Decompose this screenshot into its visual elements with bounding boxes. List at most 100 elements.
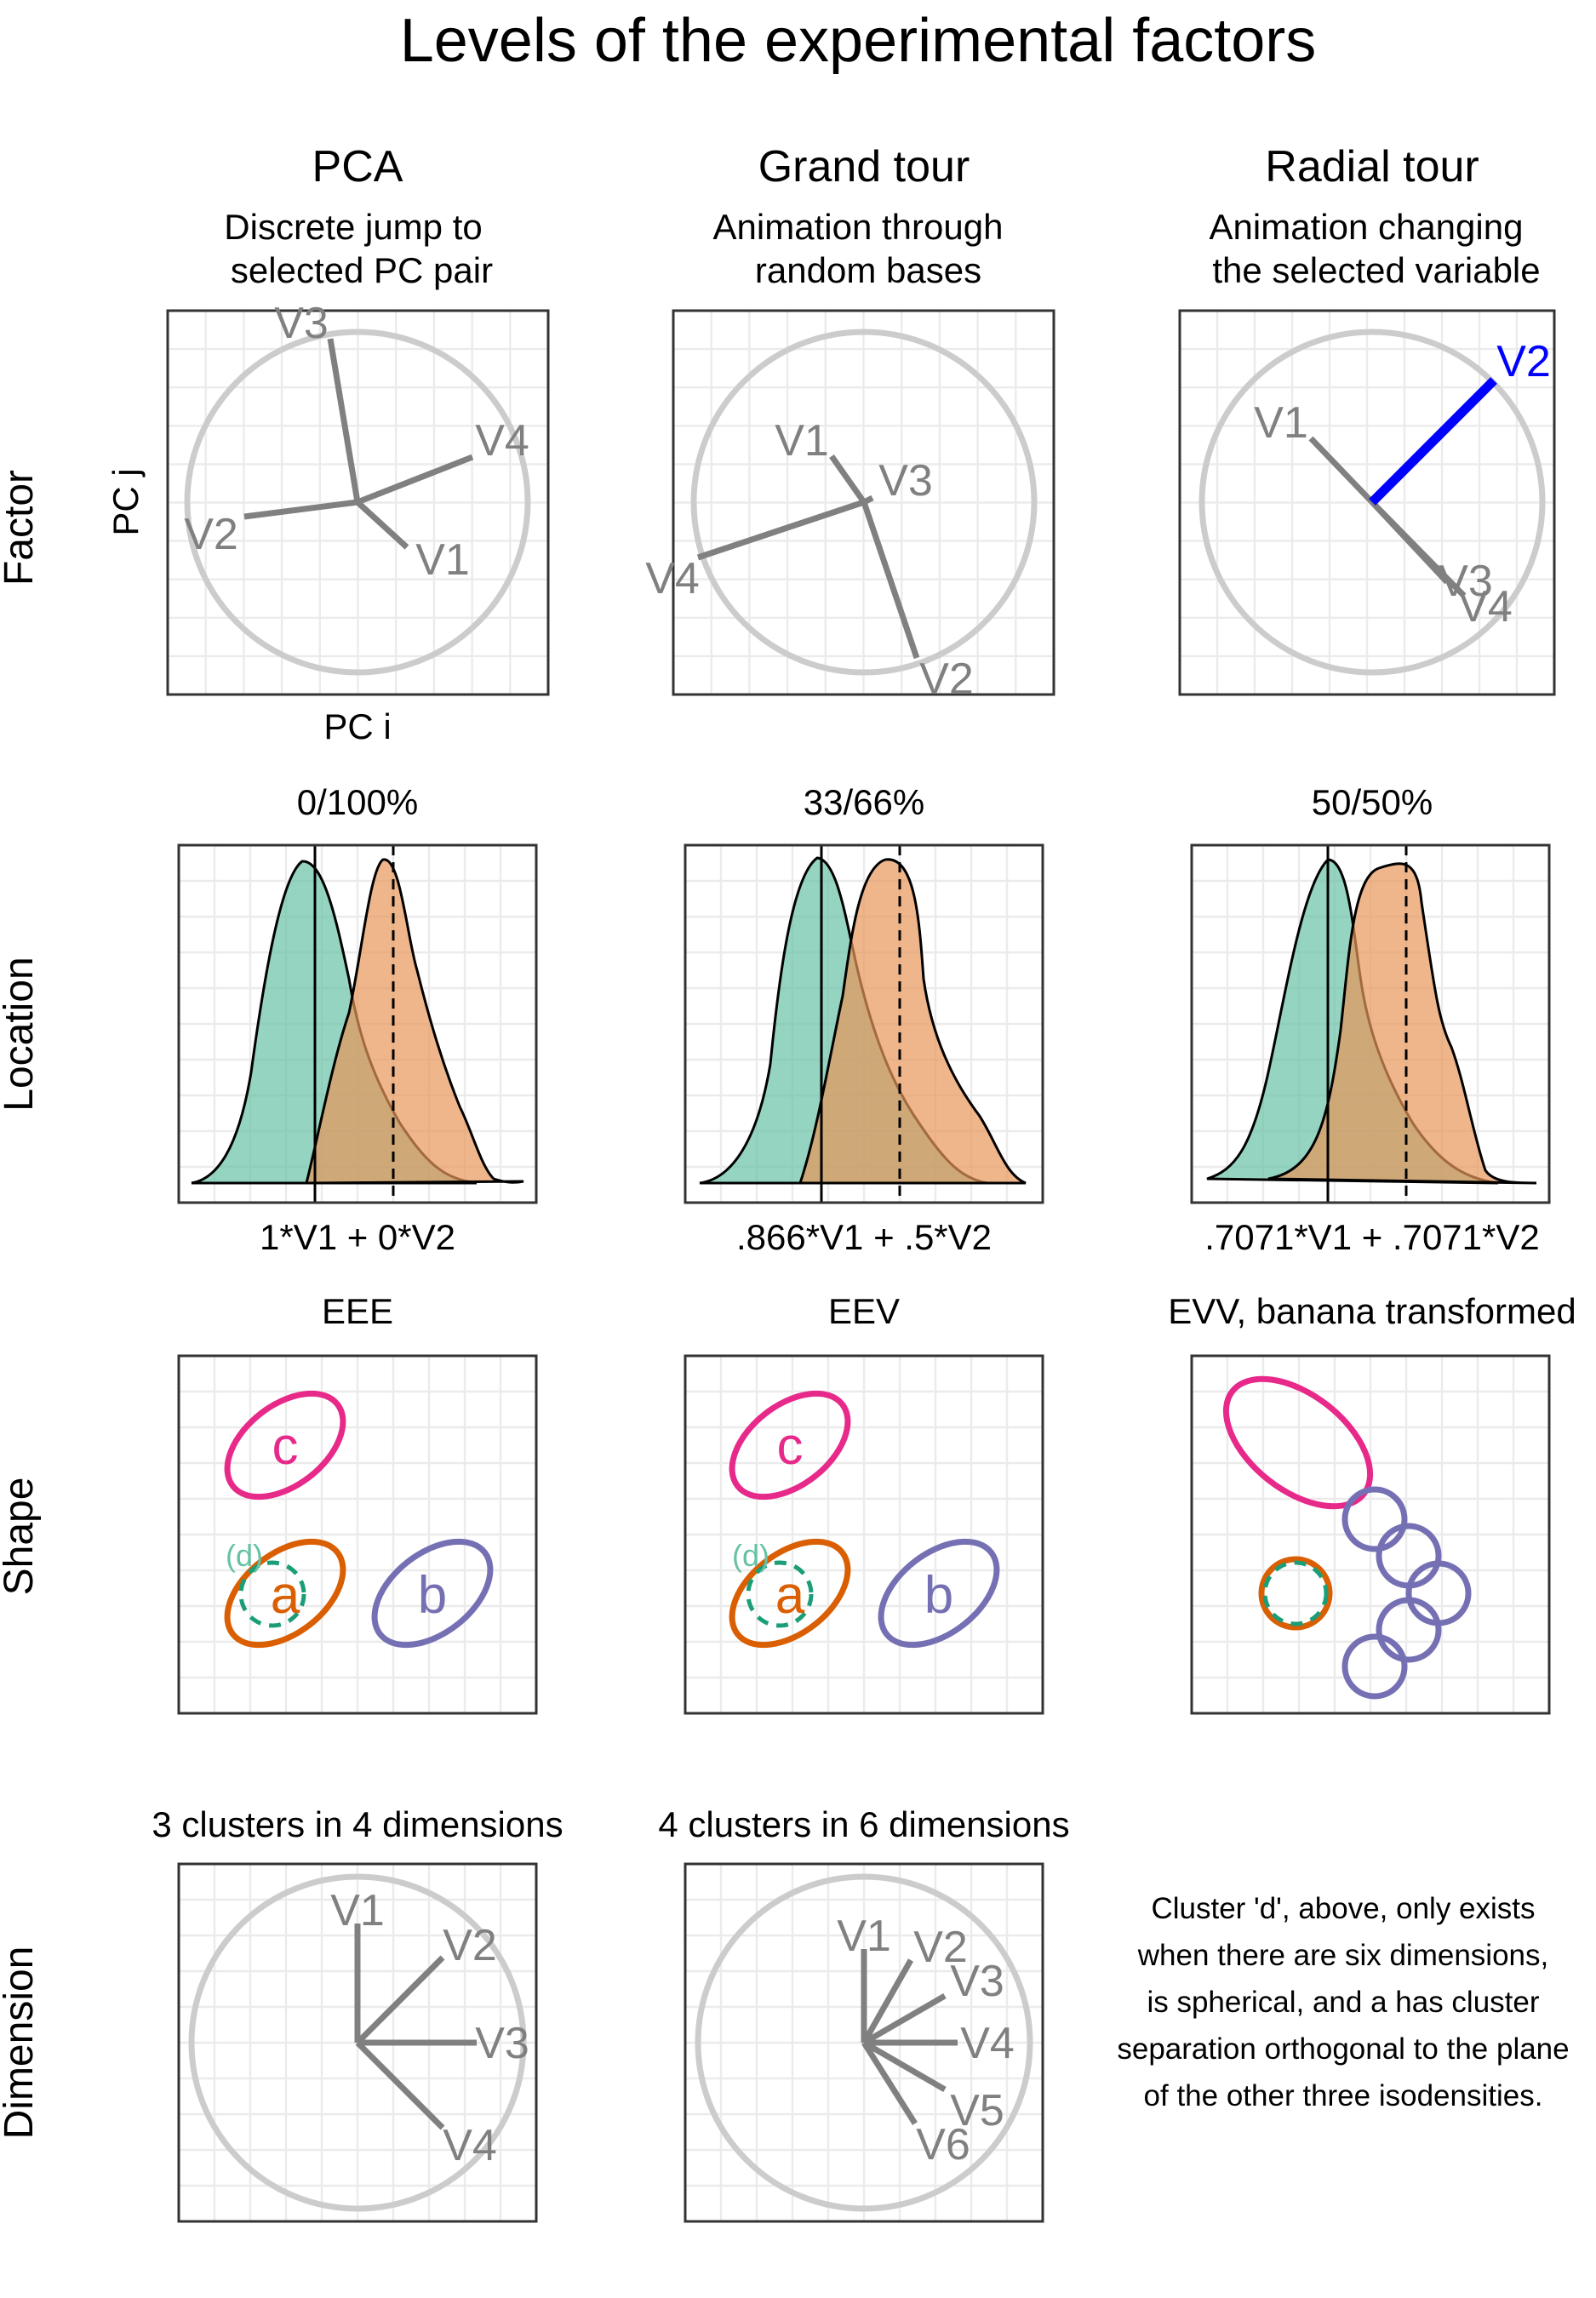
shape-label-a-0: a <box>271 1566 300 1625</box>
dimension-axis-v3-1 <box>862 1992 947 2046</box>
shape-grid-2 <box>1192 1356 1549 1713</box>
factor-grand-label-v1: V1 <box>775 416 829 466</box>
dimension-label-v1-0: V1 <box>330 1886 385 1935</box>
shape-grid-1 <box>685 1356 1043 1713</box>
shape-label-d-1: (d) <box>732 1538 769 1573</box>
note-line-0: Cluster 'd', above, only exists <box>1151 1892 1535 1925</box>
dimension-panel-0: 3 clusters in 4 dimensions V1 V2 V3 V4 <box>152 1804 563 2223</box>
factor-radial-axis-v1 <box>1308 436 1375 505</box>
factor-radial-label-v1: V1 <box>1254 398 1308 448</box>
dimension-title-1: 4 clusters in 6 dimensions <box>658 1804 1069 1844</box>
shape-cluster-a-1 <box>729 1538 851 1649</box>
factor-pca-ylabel: PC j <box>106 468 146 535</box>
factor-radial-grid <box>1180 311 1554 695</box>
location-frame-1 <box>684 843 1044 1204</box>
note-line-1: when there are six dimensions, <box>1137 1939 1548 1972</box>
factor-radial-frame <box>1178 309 1556 696</box>
factor-pca-grid <box>168 311 548 695</box>
factor-grand-label-v2: V2 <box>919 655 974 704</box>
shape-title-0: EEE <box>322 1291 393 1331</box>
shape-cluster-b-arc-1 <box>1341 1486 1408 1552</box>
dimension-label-v5-1: V5 <box>950 2086 1004 2135</box>
shape-label-b-1: b <box>924 1566 953 1625</box>
dimension-frame-1 <box>684 1862 1044 2223</box>
dimension-label-v4-0: V4 <box>443 2121 497 2170</box>
factor-radial-sub2: the selected variable <box>1212 250 1540 290</box>
factor-grand-axis-v3 <box>862 494 874 506</box>
note-line-3: separation orthogonal to the plane <box>1117 2032 1569 2066</box>
factor-grand-frame <box>672 309 1055 696</box>
factor-pca-label-v4: V4 <box>475 416 529 466</box>
factor-radial-label-v2: V2 <box>1496 337 1551 386</box>
factor-radial-panel: Radial tour Animation changing the selec… <box>1178 142 1556 696</box>
shape-cluster-a-0 <box>224 1538 346 1649</box>
location-xlabel-2: .7071*V1 + .7071*V2 <box>1204 1217 1540 1257</box>
shape-grid-0 <box>179 1356 536 1713</box>
factor-radial-axis-v4 <box>1370 500 1467 598</box>
shape-panel-0: EEE c (d) a b <box>177 1291 538 1715</box>
factor-grand-axis-v2 <box>861 500 920 660</box>
shape-title-1: EEV <box>828 1291 900 1331</box>
factor-radial-axis-v2 <box>1369 377 1497 506</box>
shape-cluster-b-arc-4 <box>1376 1597 1442 1663</box>
dimension-note: Cluster 'd', above, only exists when the… <box>1117 1892 1569 2112</box>
dimension-label-v6-1: V6 <box>916 2120 970 2169</box>
factor-radial-title: Radial tour <box>1265 142 1479 192</box>
factor-radial-unit-circle <box>1198 329 1546 676</box>
factor-radial-label-v3: V3 <box>1439 557 1493 606</box>
location-xlabel-1: .866*V1 + .5*V2 <box>736 1217 992 1257</box>
shape-cluster-d-2 <box>1262 1560 1329 1626</box>
factor-grand-unit-circle <box>690 329 1038 676</box>
shape-cluster-b-arc-3 <box>1405 1560 1472 1626</box>
shape-label-a-1: a <box>775 1566 805 1625</box>
factor-grand-label-v4: V4 <box>645 554 700 603</box>
factor-pca-axis-v1 <box>355 500 409 550</box>
dimension-title-0: 3 clusters in 4 dimensions <box>152 1804 563 1844</box>
row-label-shape: Shape <box>0 1478 42 1596</box>
factor-radial-sub1: Animation changing <box>1210 207 1524 247</box>
shape-cluster-d-1 <box>746 1560 814 1628</box>
dimension-label-v3-1: V3 <box>950 1957 1004 2006</box>
note-line-2: is spherical, and a has cluster <box>1147 1986 1539 2019</box>
factor-pca-label-v3: V3 <box>274 299 329 348</box>
factor-pca-sub2: selected PC pair <box>231 250 493 290</box>
factor-grand-axis-v1 <box>829 454 867 505</box>
dimension-frame-0 <box>177 1862 538 2223</box>
dimension-axis-v4-0 <box>355 2040 445 2130</box>
factor-pca-xlabel: PC i <box>323 706 391 746</box>
shape-panel-1: EEV c (d) a b <box>684 1291 1044 1715</box>
shape-label-c-1: c <box>777 1417 804 1476</box>
dimension-label-v3-0: V3 <box>475 2019 529 2068</box>
row-label-dimension: Dimension <box>0 1946 42 2140</box>
factor-pca-unit-circle <box>184 329 531 676</box>
shape-panel-2: EVV, banana transformed <box>1168 1291 1576 1715</box>
location-frame-0 <box>177 843 538 1204</box>
location-panel-1: 33/66% .866*V1 + .5*V2 <box>684 782 1044 1257</box>
location-density-b-0 <box>305 858 524 1185</box>
shape-label-c-0: c <box>272 1417 299 1476</box>
factor-pca-panel: PCA Discrete jump to selected PC pair V3… <box>106 142 550 746</box>
dimension-axis-v5-1 <box>862 2039 947 2093</box>
factor-pca-sub1: Discrete jump to <box>224 207 482 247</box>
shape-label-d-0: (d) <box>226 1538 263 1573</box>
location-frame-2 <box>1190 843 1551 1204</box>
factor-grand-axis-v4 <box>696 499 866 561</box>
dimension-label-v2-1: V2 <box>913 1923 968 1972</box>
factor-pca-label-v2: V2 <box>184 510 238 559</box>
factor-pca-title: PCA <box>312 142 403 192</box>
factor-pca-axis-v2 <box>243 499 358 520</box>
dimension-unit-circle-1 <box>695 1873 1033 2212</box>
shape-cluster-c-0 <box>224 1390 346 1501</box>
row-label-factor: Factor <box>0 470 42 586</box>
factor-pca-axis-v4 <box>356 454 474 506</box>
location-title-2: 50/50% <box>1312 782 1433 822</box>
factor-grand-sub1: Animation through <box>713 207 1004 247</box>
factor-pca-label-v1: V1 <box>415 535 470 585</box>
location-title-1: 33/66% <box>804 782 924 822</box>
factor-radial-label-v4: V4 <box>1458 582 1513 632</box>
dimension-label-v2-0: V2 <box>443 1921 497 1970</box>
dimension-axis-v2-0 <box>355 1955 445 2045</box>
dimension-unit-circle-0 <box>188 1873 527 2212</box>
factor-grand-sub2: random bases <box>755 250 981 290</box>
dimension-panel-1: 4 clusters in 6 dimensions V1 V2 V3 V4 V… <box>658 1804 1070 2223</box>
